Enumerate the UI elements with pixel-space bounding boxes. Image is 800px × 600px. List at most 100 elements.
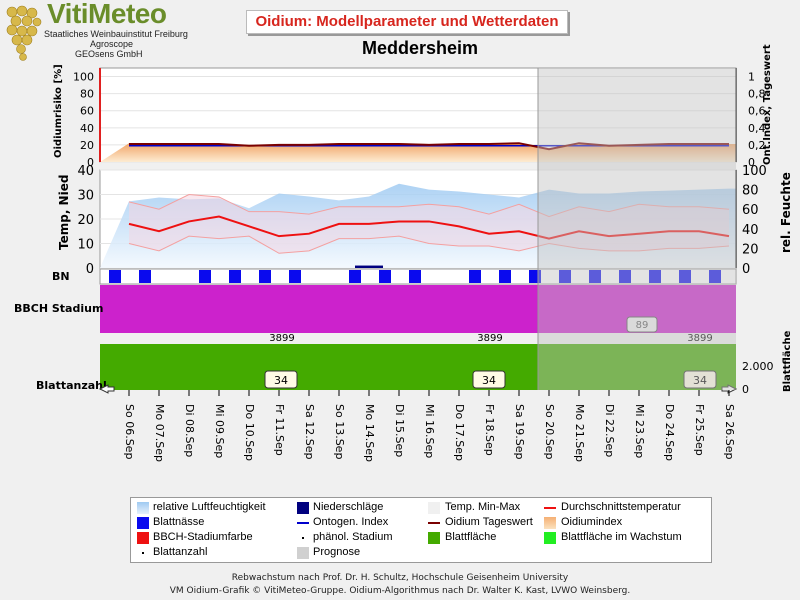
leaf-wetness-bar <box>229 270 241 283</box>
leaf-wetness-bar <box>619 270 631 283</box>
leaf-count-box <box>683 370 717 389</box>
x-tick-label: Fr 25.Sep <box>693 404 706 456</box>
weather-y2tick: 0 <box>742 262 750 277</box>
oidium-ytick: 0 <box>87 156 94 169</box>
x-tick-label: Di 15.Sep <box>393 404 406 457</box>
x-tick-label: Sa 12.Sep <box>303 404 316 459</box>
oidium-y2tick: 0,8 <box>748 88 766 101</box>
oidium-ytick: 40 <box>80 122 94 135</box>
station-name: Meddersheim <box>361 38 479 58</box>
x-tick-label: Sa 26.Sep <box>723 404 736 459</box>
leaf-count-box <box>264 370 298 389</box>
temp-range-swatch-icon <box>428 502 440 514</box>
x-tick-label: Mi 16.Sep <box>423 404 436 458</box>
x-tick-label: Di 08.Sep <box>183 404 196 457</box>
weather-ytick: 20 <box>77 213 94 228</box>
oidium-ytick: 80 <box>80 88 94 101</box>
oidium-ytick: 60 <box>80 105 94 118</box>
scroll-right-arrow-icon <box>721 384 738 394</box>
logo-line-3: GEOsens GmbH <box>75 49 143 59</box>
legend-temp-range: Temp. Min-Max <box>445 501 521 513</box>
weather-ylabel: Temp, Nied <box>57 175 71 250</box>
leaf-wetness-swatch-icon <box>137 517 149 529</box>
weather-y2tick: 60 <box>742 203 759 218</box>
leaf-wetness-bar <box>469 270 481 283</box>
x-tick-label: Do 10.Sep <box>243 404 256 461</box>
leaf-count-dot-icon <box>142 552 144 554</box>
forecast-swatch-icon <box>297 547 309 559</box>
temp-min-line <box>128 235 730 254</box>
oidium-ytick: 100 <box>73 71 94 84</box>
leaf-wetness-bar <box>259 270 271 283</box>
forecast-overlay <box>538 68 736 390</box>
legend-pheno: phänol. Stadium <box>313 531 393 543</box>
oidium-index-area <box>100 143 736 162</box>
leaf-count-label: Blattanzahl <box>36 379 107 392</box>
leaf-ylabel2: Blattfläche <box>782 330 793 392</box>
footer-line-2: VM Oidium-Grafik © VitiMeteo-Gruppe. Oid… <box>169 586 631 596</box>
x-tick-label: So 13.Sep <box>333 404 346 459</box>
leaf-wetness-bar <box>499 270 511 283</box>
x-tick-label: Mo 21.Sep <box>573 404 586 462</box>
leaf-area-panel <box>100 344 736 390</box>
oidium-y2tick: 1 <box>748 71 755 84</box>
oidium-ylabel2: Ont.Index, Tageswert <box>762 44 773 165</box>
legend-oidium-index: Oidiumindex <box>561 516 623 528</box>
humidity-swatch-icon <box>137 502 149 514</box>
x-tick-label: Mi 09.Sep <box>213 404 226 458</box>
x-tick-label: Di 22.Sep <box>603 404 616 457</box>
leaf-count-value: 34 <box>482 374 496 387</box>
legend: relative Luftfeuchtigkeit Niederschläge … <box>130 497 712 563</box>
leaf-wetness-bar <box>109 270 121 283</box>
leaf-wetness-bar <box>679 270 691 283</box>
bn-label: BN <box>52 270 70 283</box>
logo-line-1: Staatliches Weinbauinstitut Freiburg <box>44 29 188 39</box>
temp-max-line <box>128 193 730 218</box>
oidium-y2tick: 0 <box>748 156 755 169</box>
weather-ytick: 30 <box>77 189 94 204</box>
oidium-daily-line <box>129 142 729 151</box>
bbch-label: BBCH Stadium <box>14 302 103 315</box>
leaf-area-swatch-icon <box>428 532 440 544</box>
x-tick-label: Do 17.Sep <box>453 404 466 461</box>
x-tick-label: Mo 14.Sep <box>363 404 376 462</box>
bbch-stage-box <box>626 316 658 333</box>
oidium-y2tick: 0,2 <box>748 139 766 152</box>
bbch-stage-label: 89 <box>636 320 649 331</box>
leaf-wetness-bar <box>649 270 661 283</box>
legend-oidium-daily: Oidium Tageswert <box>445 516 533 528</box>
bbch-swatch-icon <box>137 532 149 544</box>
legend-leaf-area: Blattfläche <box>445 531 497 543</box>
leaf-y2tick: 2.000 <box>742 360 774 373</box>
avg-temp-line <box>128 215 730 240</box>
ontog-line-icon <box>297 522 309 524</box>
weather-y2tick: 100 <box>742 164 767 179</box>
leaf-wetness-bar <box>589 270 601 283</box>
x-tick-label: Mi 23.Sep <box>633 404 646 458</box>
footer-line-1: Rebwachstum nach Prof. Dr. H. Schultz, H… <box>231 573 569 583</box>
x-tick-label: Fr 11.Sep <box>273 404 286 456</box>
leaf-y2tick: 0 <box>742 383 749 396</box>
legend-forecast: Prognose <box>313 546 361 558</box>
bbch-value-label: 3899 <box>269 333 294 344</box>
leaf-count-value: 34 <box>693 374 707 387</box>
x-tick-label: Sa 19.Sep <box>513 404 526 459</box>
leaf-wetness-bar <box>199 270 211 283</box>
weather-y2tick: 20 <box>742 242 759 257</box>
legend-humidity: relative Luftfeuchtigkeit <box>153 501 266 513</box>
oidium-index-swatch-icon <box>544 517 556 529</box>
oidium-y2tick: 0,6 <box>748 105 766 118</box>
oidium-ylabel: Oidiumrisiko [%] <box>53 64 64 158</box>
avg-temp-line-icon <box>544 507 556 509</box>
x-tick-label: Do 24.Sep <box>663 404 676 461</box>
leaf-wetness-bar <box>709 270 721 283</box>
pheno-dot-icon <box>302 537 304 539</box>
bbch-value-label: 3899 <box>477 333 502 344</box>
leaf-wetness-bar <box>409 270 421 283</box>
oidium-daily-line-icon <box>428 522 440 524</box>
leaf-wetness-bar <box>349 270 361 283</box>
weather-ytick: 40 <box>77 164 94 179</box>
oidium-ytick: 20 <box>80 139 94 152</box>
logo-name: VitiMeteo <box>47 0 167 29</box>
